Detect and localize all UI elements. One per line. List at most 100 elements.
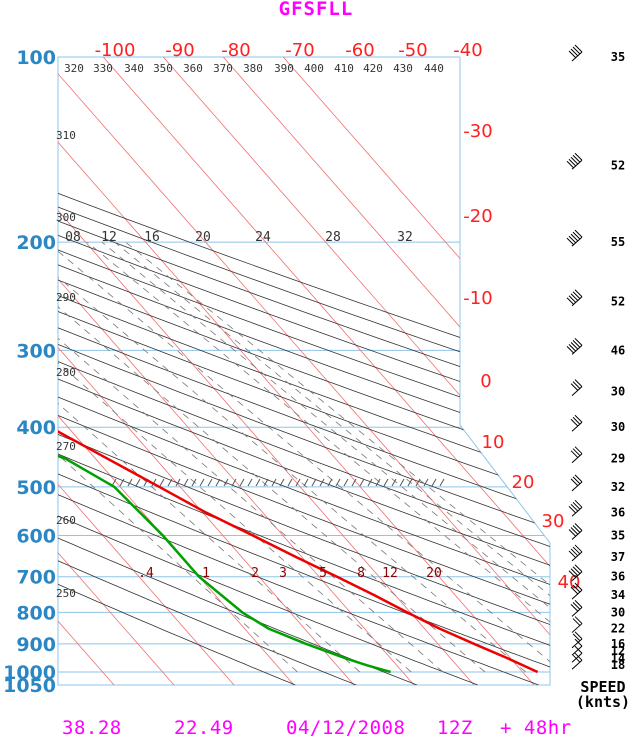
wind-speed-label: 36 [611, 505, 625, 519]
wind-speed-label: 30 [611, 605, 625, 619]
wind-barb-flag [574, 582, 583, 591]
dry-adiabat-line [58, 57, 550, 685]
temperature-tick-label: 40 [558, 572, 581, 593]
mixing-ratio-label: 3 [279, 566, 287, 581]
dry-adiabat-line [58, 57, 296, 685]
wind-barb-flag [568, 158, 577, 167]
wind-speed-label: 52 [611, 158, 625, 172]
hatch-mark [351, 478, 357, 487]
hatch-mark [367, 478, 373, 487]
wind-barb [571, 530, 583, 540]
wind-barb [571, 481, 583, 492]
hatch-mark [167, 478, 173, 487]
dry-adiabat-line [58, 57, 550, 685]
dry-adiabat-line [58, 57, 550, 685]
wind-barb-flag [566, 237, 575, 246]
mixing-ratio-label: 16 [144, 230, 160, 245]
temperature-tick-label: -50 [398, 40, 427, 61]
hatch-mark [263, 478, 269, 487]
mixing-ratio-label: .4 [138, 566, 154, 581]
theta-tick-label: 250 [56, 587, 76, 600]
pressure-tick-label: 100 [16, 47, 56, 69]
footer-date: 04/12/2008 [286, 717, 406, 739]
wind-barb-flag [574, 645, 583, 654]
temperature-tick-label: -60 [345, 40, 374, 61]
hatch-mark [287, 478, 293, 487]
wind-barb-flag [572, 501, 581, 510]
wind-barb-flag [572, 154, 581, 163]
hatch-mark [151, 478, 157, 487]
pressure-tick-label: 300 [16, 340, 56, 362]
wind-speed-label: 37 [611, 550, 625, 564]
wind-speed-label: 35 [611, 50, 625, 64]
wind-barb-flag [570, 418, 579, 427]
dewpoint-profile-line [58, 145, 391, 674]
theta-tick-label: 280 [56, 366, 76, 379]
wind-barb-flag [570, 568, 579, 577]
theta-tick-label: 370 [213, 62, 233, 75]
hatch-mark [255, 478, 261, 487]
theta-tick-label: 440 [424, 62, 444, 75]
temperature-tick-label: -20 [463, 206, 492, 227]
hatch-mark [239, 478, 245, 487]
wind-speed-label: 46 [611, 343, 625, 357]
isotherm-line [102, 57, 550, 685]
isotherm-line [282, 57, 550, 685]
dry-adiabat-line [58, 57, 550, 685]
wind-barb-flag [572, 448, 581, 457]
isotherm-line [58, 57, 550, 685]
wind-barb [571, 551, 583, 562]
dry-adiabat-line [58, 57, 550, 685]
wind-barb-flag [570, 527, 579, 535]
hatch-mark [311, 478, 317, 487]
wind-speed-label: 35 [611, 529, 625, 543]
hatch-mark [423, 478, 429, 487]
hatch-mark [327, 478, 333, 487]
wind-barb [571, 453, 583, 464]
wind-barb-flag [570, 604, 579, 612]
wind-barb-flag [574, 289, 583, 298]
hatch-mark [207, 478, 213, 487]
wind-barb [571, 51, 583, 62]
wind-barb-flag [568, 344, 577, 352]
wind-speed-label: 52 [611, 295, 625, 309]
theta-tick-label: 400 [304, 62, 324, 75]
hatch-mark [359, 478, 365, 487]
mixing-ratio-label: 08 [65, 230, 81, 245]
wind-barb-flag [574, 44, 583, 53]
mixing-ratio-line [101, 241, 550, 673]
mixing-ratio-label: 12 [101, 230, 117, 245]
dry-adiabat-line [58, 57, 550, 685]
wind-barb [571, 386, 583, 396]
mixing-ratio-line [58, 241, 486, 673]
theta-tick-label: 300 [56, 211, 76, 224]
hatch-mark [391, 478, 397, 487]
hatch-mark [215, 478, 221, 487]
speed-unit-label: (knts) [576, 693, 630, 711]
wind-barb-flag [574, 564, 583, 573]
hatch-mark [303, 478, 309, 487]
wind-barb-flag [572, 546, 581, 555]
wind-barb-flag [574, 616, 583, 624]
isotherm-line [58, 57, 475, 685]
hatch-mark [271, 478, 277, 487]
wind-barb-flag [570, 478, 579, 487]
hatch-mark [199, 478, 205, 487]
isotherm-line [162, 57, 550, 685]
dry-adiabat-line [58, 57, 550, 685]
dry-adiabat-line [58, 57, 550, 685]
temperature-tick-label: -70 [285, 40, 314, 61]
hatch-mark [279, 478, 285, 487]
footer-lon: 22.49 [174, 717, 234, 739]
dry-adiabat-line [58, 57, 550, 685]
hatch-mark [431, 478, 437, 487]
isotherm-line [58, 57, 295, 685]
wind-barb-flag [572, 618, 581, 626]
wind-barb-flag [572, 602, 581, 610]
isotherm-line [0, 57, 54, 685]
hatch-mark [439, 478, 445, 487]
theta-tick-label: 340 [124, 62, 144, 75]
mixing-ratio-label: 8 [357, 566, 365, 581]
dry-adiabat-line [58, 57, 539, 685]
